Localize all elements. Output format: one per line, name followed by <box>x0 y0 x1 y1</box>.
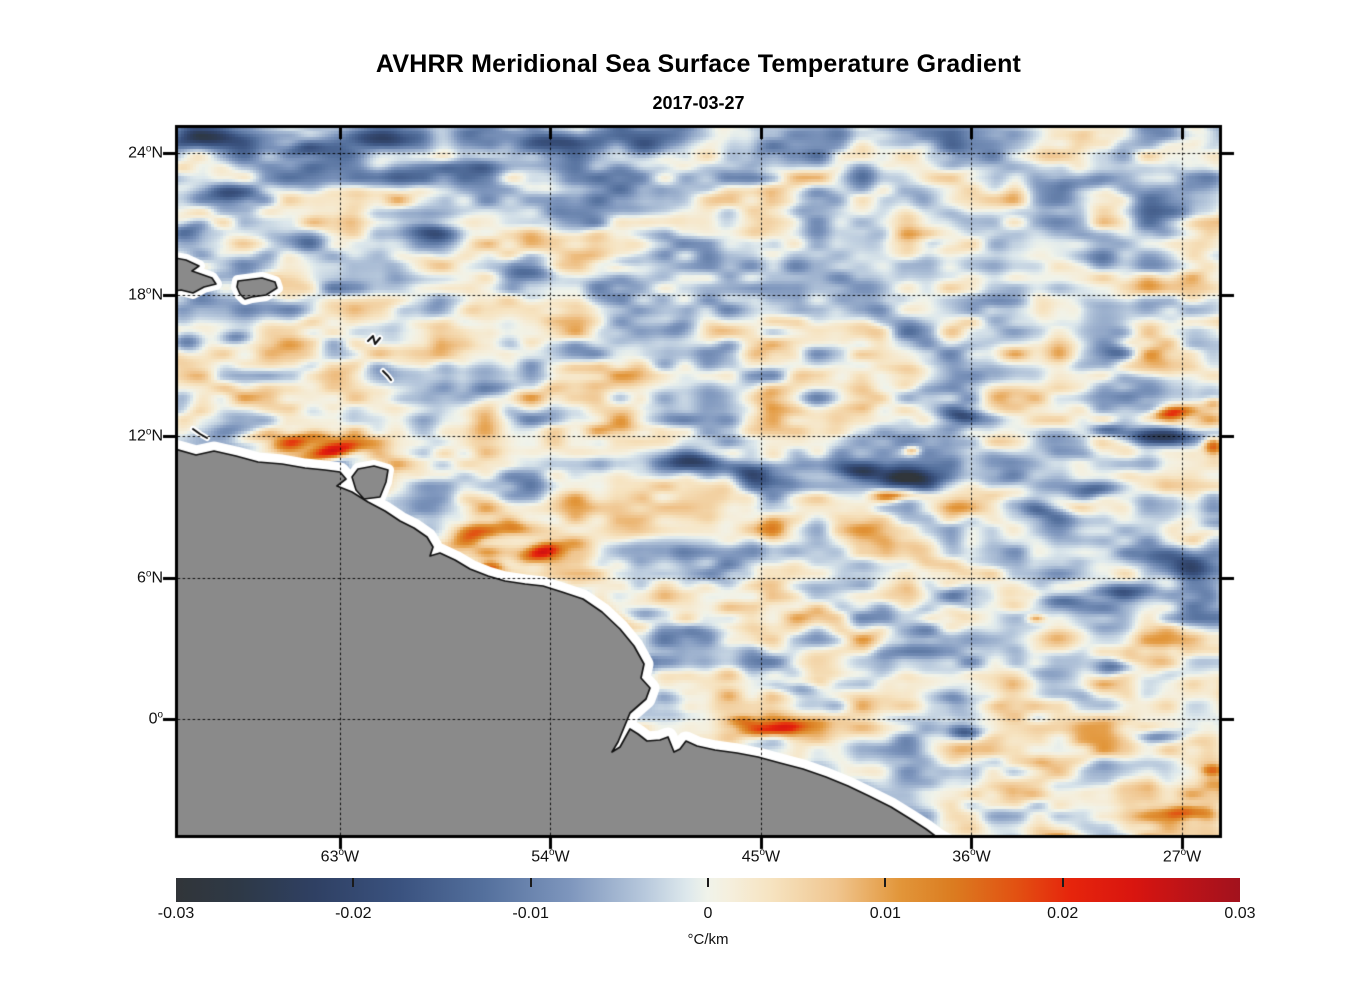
colorbar-tick-label: 0.03 <box>1224 905 1256 922</box>
colorbar-tick-label: -0.01 <box>512 905 549 922</box>
colorbar-tick-label: 0.02 <box>1047 905 1079 922</box>
colorbar-tick <box>1061 878 1064 887</box>
x-axis-tick-label: 63oW <box>320 847 360 866</box>
colorbar-tick-label: 0 <box>703 905 713 922</box>
x-axis-tick-label: 54oW <box>531 847 570 866</box>
x-axis-tick-label: 36oW <box>952 847 991 866</box>
colorbar-tick-label: -0.03 <box>157 905 195 922</box>
chart-title: AVHRR Meridional Sea Surface Temperature… <box>375 50 1022 78</box>
colorbar-tick-label: 0.01 <box>869 905 901 922</box>
colorbar-tick-label: -0.02 <box>335 905 372 922</box>
colorbar-tick <box>884 878 887 887</box>
y-axis-tick-label: 0o <box>148 709 163 728</box>
colorbar-tick <box>352 878 355 887</box>
x-axis-tick-label: 45oW <box>741 847 781 866</box>
y-axis-tick-label: 12oN <box>128 426 163 445</box>
y-axis-tick-label: 6oN <box>137 567 163 587</box>
colorbar-unit-label: °C/km <box>687 931 729 948</box>
colorbar-tick <box>529 878 532 887</box>
x-axis-tick-label: 27oW <box>1162 847 1202 866</box>
y-axis-tick-label: 24oN <box>128 143 163 163</box>
y-axis-tick-label: 18oN <box>128 285 163 304</box>
colorbar-tick <box>707 878 709 887</box>
chart-date-subtitle: 2017-03-27 <box>652 93 745 113</box>
